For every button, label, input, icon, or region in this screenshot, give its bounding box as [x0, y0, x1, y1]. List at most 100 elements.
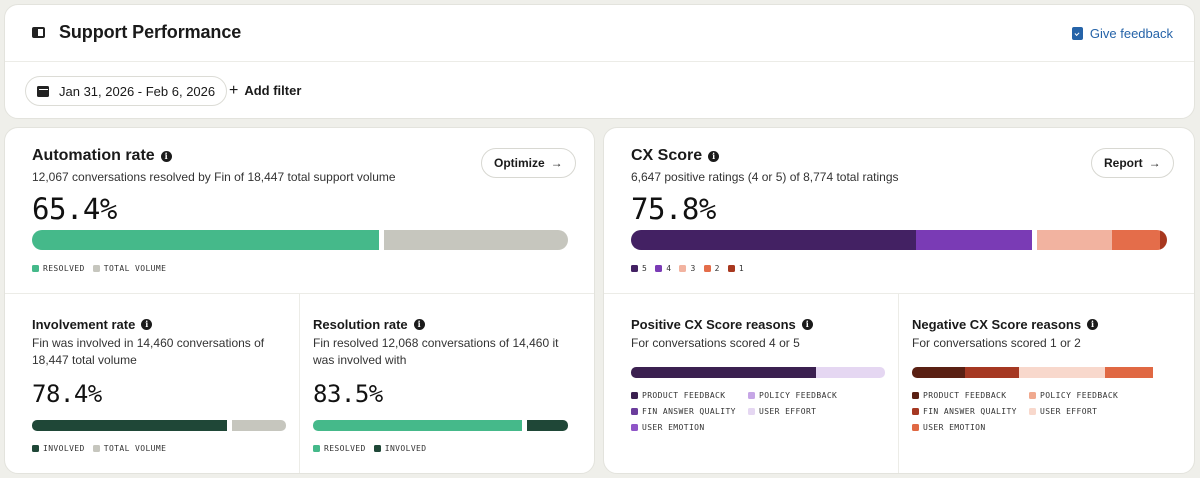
legend-label: 2: [714, 264, 720, 273]
legend-item-product-feedback: PRODUCT FEEDBACK: [912, 391, 1029, 400]
info-icon[interactable]: i: [141, 319, 153, 330]
calendar-icon: [37, 85, 49, 97]
legend-label: TOTAL VOLUME: [103, 264, 167, 273]
header-top-bar: Support Performance Give feedback: [5, 5, 1194, 62]
automation-rate-description: 12,067 conversations resolved by Fin of …: [32, 170, 396, 184]
add-filter-label: Add filter: [244, 83, 302, 98]
legend-item-resolved: RESOLVED: [313, 444, 366, 453]
resolution-rate-description: Fin resolved 12,068 conversations of 14,…: [313, 336, 559, 367]
legend-swatch: [1029, 408, 1036, 415]
info-icon[interactable]: i: [413, 319, 425, 330]
cx-score-legend: 5 4 3 2 1: [631, 264, 744, 273]
legend-label: FIN ANSWER QUALITY: [923, 407, 1017, 416]
page-title: Support Performance: [59, 22, 242, 42]
legend-swatch: [912, 424, 919, 431]
legend-item-involved: INVOLVED: [373, 444, 427, 453]
arrow-right-icon: →: [1148, 156, 1161, 170]
cx-score-title: CX Score i: [631, 147, 720, 165]
cx-score-description: 6,647 positive ratings (4 or 5) of 8,774…: [631, 170, 899, 184]
legend-label: POLICY FEEDBACK: [759, 391, 838, 400]
legend-item-policy-feedback: POLICY FEEDBACK: [1029, 391, 1149, 400]
optimize-button[interactable]: Optimize →: [481, 148, 576, 178]
automation-rate-title: Automation rate i: [32, 147, 172, 165]
legend-item-fin-answer-quality: FIN ANSWER QUALITY: [912, 407, 1029, 416]
clipboard-check-icon: [1071, 27, 1083, 40]
legend-label: PRODUCT FEEDBACK: [642, 391, 726, 400]
legend-swatch: [92, 445, 100, 452]
legend-swatch: [373, 445, 381, 452]
cx-score-section: CX Score i 6,647 positive ratings (4 or …: [604, 128, 1194, 294]
automation-rate-value: 65.4%: [32, 192, 117, 226]
automation-rate-legend: RESOLVED TOTAL VOLUME: [32, 264, 166, 273]
legend-swatch: [703, 265, 711, 272]
legend-item-user-emotion: USER EMOTION: [912, 423, 1029, 432]
optimize-button-label: Optimize: [494, 156, 545, 170]
date-range-button[interactable]: Jan 31, 2026 - Feb 6, 2026: [25, 76, 228, 106]
automation-panel: Automation rate i 12,067 conversations r…: [4, 127, 595, 474]
cx-score-value: 75.8%: [631, 192, 716, 226]
sidebar-toggle-icon[interactable]: [32, 27, 45, 38]
legend-swatch: [748, 392, 755, 399]
cx-score-distribution-bar: [631, 230, 1167, 250]
negative-reasons-title-text: Negative CX Score reasons: [912, 317, 1082, 332]
bar-segment-3: [1037, 230, 1112, 250]
bar-segment-total-volume: [384, 230, 568, 250]
bar-segment-involved: [526, 420, 568, 431]
bar-segment-total-volume: [232, 420, 286, 431]
negative-reasons-bar: [912, 367, 1166, 378]
involvement-rate-title-text: Involvement rate: [32, 317, 136, 332]
info-icon[interactable]: i: [708, 150, 720, 162]
legend-label: 1: [738, 264, 745, 273]
bar-segment-user-effort: [816, 367, 885, 378]
involvement-rate-legend: INVOLVED TOTAL VOLUME: [32, 444, 166, 453]
legend-label: USER EMOTION: [923, 423, 986, 432]
resolution-rate-section: Resolution rate i Fin resolved 12,068 co…: [300, 294, 594, 473]
legend-label: INVOLVED: [384, 444, 427, 453]
involvement-rate-description: Fin was involved in 14,460 conversations…: [32, 336, 265, 367]
info-icon[interactable]: i: [801, 319, 813, 330]
legend-swatch: [32, 445, 39, 452]
automation-rate-section: Automation rate i 12,067 conversations r…: [5, 128, 594, 294]
legend-item-total-volume: TOTAL VOLUME: [92, 444, 167, 453]
legend-swatch: [631, 424, 638, 431]
legend-label: USER EMOTION: [642, 423, 705, 432]
legend-swatch: [32, 265, 39, 272]
legend-item-product-feedback: PRODUCT FEEDBACK: [631, 391, 748, 400]
positive-reasons-title-text: Positive CX Score reasons: [631, 317, 796, 332]
legend-item-score-1: 1: [727, 264, 745, 273]
bar-segment-resolved: [313, 420, 522, 431]
bar-segment-1: [1160, 230, 1167, 250]
resolution-rate-legend: RESOLVED INVOLVED: [313, 444, 426, 453]
involvement-rate-title: Involvement rate i: [32, 317, 153, 332]
legend-item-user-effort: USER EFFORT: [1029, 407, 1149, 416]
legend-label: POLICY FEEDBACK: [1040, 391, 1119, 400]
negative-reasons-section: Negative CX Score reasons i For conversa…: [899, 294, 1194, 473]
add-filter-button[interactable]: + Add filter: [229, 83, 302, 99]
legend-swatch: [631, 392, 638, 399]
legend-item-resolved: RESOLVED: [32, 264, 85, 273]
legend-swatch: [727, 265, 735, 272]
legend-label: 3: [690, 264, 696, 273]
give-feedback-label: Give feedback: [1089, 26, 1173, 41]
legend-swatch: [748, 408, 755, 415]
automation-rate-bar: [32, 230, 568, 250]
legend-swatch: [1029, 392, 1036, 399]
legend-swatch: [912, 392, 919, 399]
legend-label: INVOLVED: [43, 444, 85, 453]
report-button[interactable]: Report →: [1091, 148, 1174, 178]
legend-swatch: [655, 265, 663, 272]
positive-reasons-description: For conversations scored 4 or 5: [631, 336, 800, 350]
give-feedback-link[interactable]: Give feedback: [1071, 26, 1173, 41]
resolution-rate-title-text: Resolution rate: [313, 317, 408, 332]
bar-gap: [1032, 230, 1038, 250]
legend-swatch: [313, 445, 320, 452]
negative-reasons-description: For conversations scored 1 or 2: [912, 336, 1081, 350]
legend-swatch: [679, 265, 687, 272]
bar-gap: [227, 420, 233, 431]
bar-segment-4: [916, 230, 1033, 250]
info-icon[interactable]: i: [160, 150, 172, 162]
legend-item-score-2: 2: [703, 264, 720, 273]
info-icon[interactable]: i: [1087, 319, 1099, 330]
date-range-label: Jan 31, 2026 - Feb 6, 2026: [59, 83, 216, 99]
negative-reasons-title: Negative CX Score reasons i: [912, 317, 1099, 332]
